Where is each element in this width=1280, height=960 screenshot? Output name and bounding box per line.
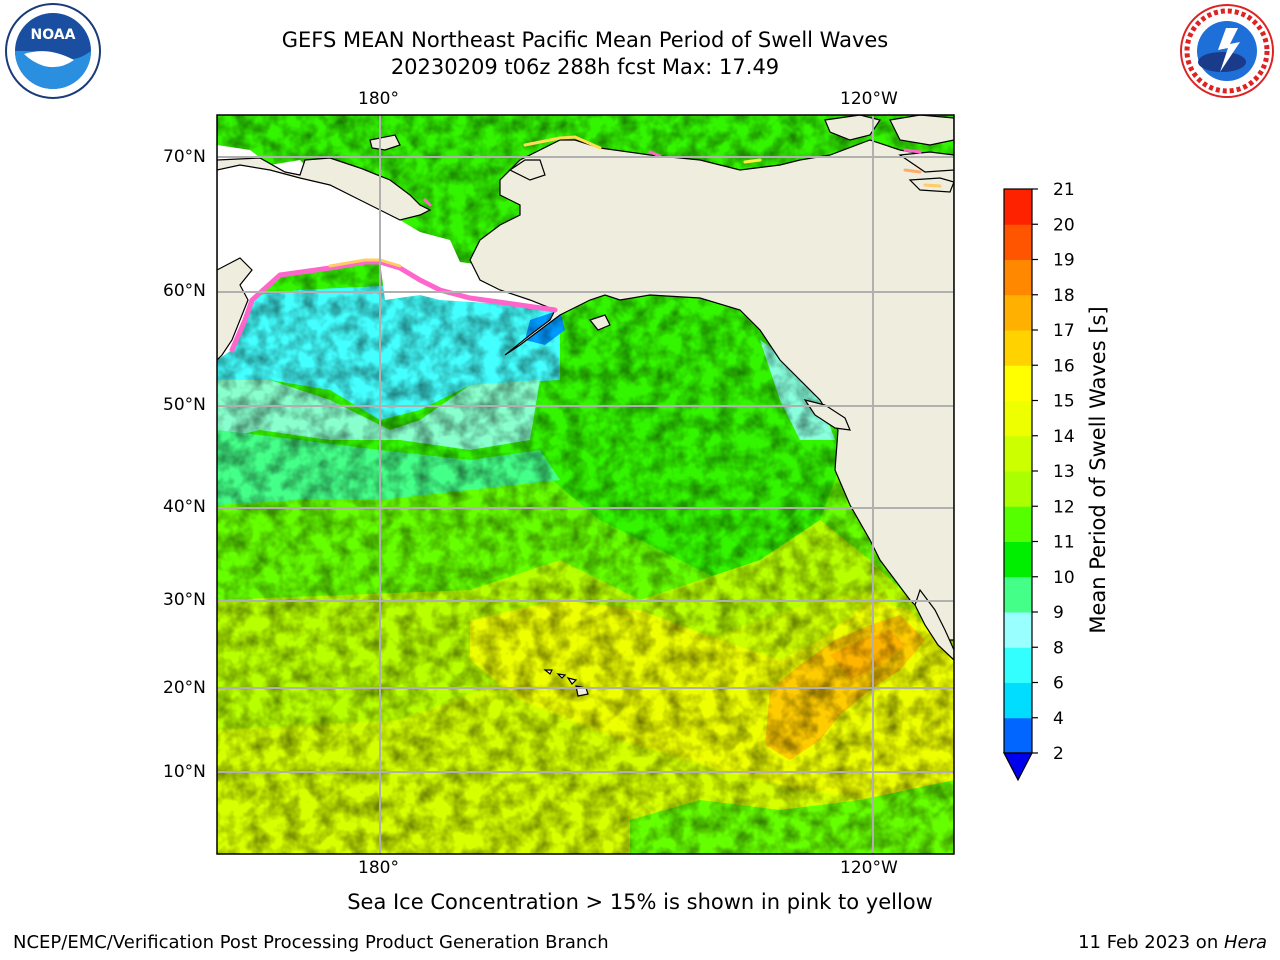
colorbar-segment	[1004, 717, 1032, 754]
colorbar-segment	[1004, 612, 1032, 648]
colorbar-tick-label: 14	[1053, 427, 1075, 447]
gridlines	[217, 115, 954, 854]
colorbar-segment	[1004, 294, 1032, 331]
colorbar-tick-label: 11	[1053, 533, 1075, 553]
colorbar-tick-label: 13	[1053, 462, 1075, 482]
colorbar-tick-label: 9	[1053, 603, 1064, 623]
colorbar-tick-label: 20	[1053, 215, 1075, 235]
bottom-lon-label-120w: 120°W	[840, 858, 898, 878]
title-line-2: 20230209 t06z 288h fcst Max: 17.49	[390, 55, 780, 79]
colorbar-segment	[1004, 576, 1032, 613]
colorbar-tick-label: 15	[1053, 392, 1075, 412]
colorbar-segment	[1004, 682, 1032, 719]
colorbar-segment	[1004, 224, 1032, 260]
lat-label-60n: 60°N	[163, 281, 206, 301]
colorbar-segment	[1004, 471, 1032, 507]
colorbar: 2 4 6 8 9 10 11 12 13 14 15 16 17 18 19 20 21	[1003, 180, 1075, 782]
colorbar-segment	[1004, 330, 1032, 366]
footer-date-text: 11 Feb 2023 on	[1078, 932, 1224, 953]
lat-label-50n: 50°N	[163, 395, 206, 415]
bottom-lon-label-180: 180°	[358, 858, 399, 878]
lat-label-10n: 10°N	[163, 762, 206, 782]
lat-label-30n: 30°N	[163, 590, 206, 610]
colorbar-label: Mean Period of Swell Waves [s]	[1086, 306, 1110, 634]
colorbar-extend-arrow	[1003, 752, 1033, 782]
colorbar-tick-label: 21	[1053, 180, 1075, 200]
colorbar-tick-label: 8	[1053, 638, 1064, 658]
colorbar-tick-label: 17	[1053, 321, 1075, 341]
top-lon-label-180: 180°	[358, 89, 399, 109]
colorbar-segment	[1004, 435, 1032, 472]
colorbar-tick-label: 6	[1053, 674, 1064, 694]
svg-text:NOAA: NOAA	[31, 27, 76, 43]
colorbar-tick-label: 10	[1053, 568, 1075, 588]
colorbar-tick-label: 18	[1053, 286, 1075, 306]
lat-label-70n: 70°N	[163, 147, 206, 167]
colorbar-segment	[1004, 647, 1032, 683]
colorbar-tick-label: 12	[1053, 497, 1075, 517]
colorbar-segment	[1004, 400, 1032, 437]
nws-logo	[1180, 4, 1274, 98]
top-lon-label-120w: 120°W	[840, 89, 898, 109]
colorbar-segment	[1004, 259, 1032, 296]
map-area	[217, 115, 954, 854]
colorbar-tick-label: 16	[1053, 356, 1075, 376]
footer-credit: NCEP/EMC/Verification Post Processing Pr…	[13, 932, 609, 953]
colorbar-tick-label: 19	[1053, 251, 1075, 271]
footer-date: 11 Feb 2023 on Hera	[1078, 932, 1267, 953]
colorbar-segment	[1004, 189, 1032, 225]
lat-label-20n: 20°N	[163, 678, 206, 698]
footer-machine: Hera	[1223, 932, 1267, 953]
colorbar-segment	[1004, 541, 1032, 578]
colorbar-tick-label: 4	[1053, 709, 1064, 729]
lat-label-40n: 40°N	[163, 497, 206, 517]
title-line-1: GEFS MEAN Northeast Pacific Mean Period …	[281, 28, 889, 52]
colorbar-segment	[1004, 365, 1032, 401]
sea-ice-note: Sea Ice Concentration > 15% is shown in …	[347, 890, 933, 914]
colorbar-tick-label: 2	[1053, 744, 1064, 764]
noaa-logo: NOAA	[5, 3, 101, 99]
map-frame	[216, 114, 955, 855]
colorbar-segment	[1004, 506, 1032, 542]
